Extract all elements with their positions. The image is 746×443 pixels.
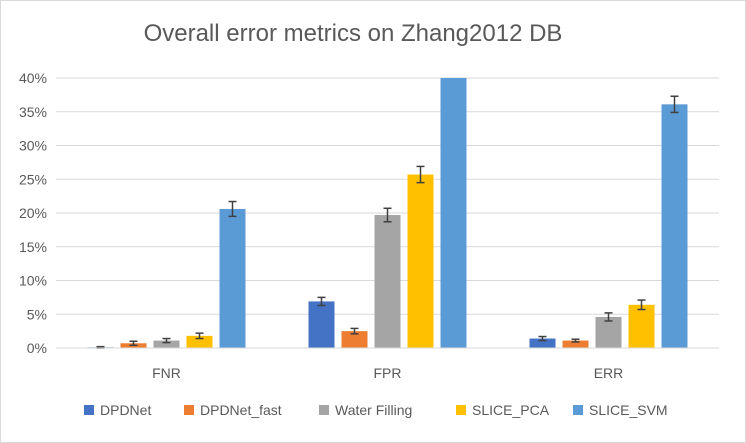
y-tick-label: 0%: [27, 340, 47, 356]
bar: [595, 316, 622, 348]
y-tick-label: 10%: [19, 273, 47, 289]
legend-swatch: [319, 405, 329, 415]
error-bar: [571, 338, 580, 343]
x-category-label: ERR: [594, 365, 624, 381]
legend-item: DPDNet_fast: [184, 402, 282, 418]
y-tick-label: 20%: [19, 205, 47, 221]
bar: [661, 104, 688, 348]
legend-item: SLICE_PCA: [456, 402, 550, 418]
error-bar: [416, 165, 425, 184]
legend-swatch: [84, 405, 94, 415]
legend-item: Water Filling: [319, 402, 412, 418]
error-bar: [317, 296, 326, 307]
legend-label: SLICE_PCA: [472, 402, 550, 418]
x-category-label: FNR: [152, 365, 181, 381]
legend-swatch: [573, 405, 583, 415]
bar: [374, 215, 401, 348]
bar: [219, 208, 246, 348]
y-tick-label: 5%: [27, 306, 47, 322]
error-bar: [228, 200, 237, 218]
chart-title: Overall error metrics on Zhang2012 DB: [144, 20, 563, 47]
legend-swatch: [456, 405, 466, 415]
bar: [407, 174, 434, 348]
legend-label: DPDNet: [100, 402, 151, 418]
error-bar: [350, 327, 359, 335]
legend-item: DPDNet: [84, 402, 151, 418]
legend-label: Water Filling: [335, 402, 412, 418]
bar: [562, 340, 589, 348]
error-bar: [383, 207, 392, 223]
error-bar: [195, 332, 204, 340]
y-axis-ticks: 0% 5% 10% 15% 20% 25% 30% 35% 40%: [19, 70, 47, 356]
error-bar: [670, 95, 679, 114]
bar: [628, 304, 655, 348]
bar: [153, 340, 180, 348]
error-bar: [162, 337, 171, 344]
legend-item: SLICE_SVM: [573, 402, 668, 418]
error-bar: [538, 335, 547, 342]
error-bar: [129, 340, 138, 347]
legend: DPDNet DPDNet_fast Water Filling SLICE_PCA S…: [84, 402, 668, 418]
x-axis-categories: FNR FPR ERR: [152, 365, 623, 381]
bars: [87, 78, 688, 348]
y-tick-label: 35%: [19, 104, 47, 120]
legend-label: SLICE_SVM: [589, 402, 668, 418]
y-tick-label: 40%: [19, 70, 47, 86]
bar: [186, 335, 213, 348]
legend-label: DPDNet_fast: [200, 402, 282, 418]
y-tick-label: 15%: [19, 239, 47, 255]
x-category-label: FPR: [374, 365, 402, 381]
bar: [440, 78, 467, 348]
legend-swatch: [184, 405, 194, 415]
error-bar: [604, 312, 613, 322]
bar: [308, 301, 335, 348]
y-tick-label: 30%: [19, 138, 47, 154]
bar: [341, 331, 368, 348]
bar: [529, 338, 556, 348]
error-bar: [637, 299, 646, 311]
y-tick-label: 25%: [19, 171, 47, 187]
